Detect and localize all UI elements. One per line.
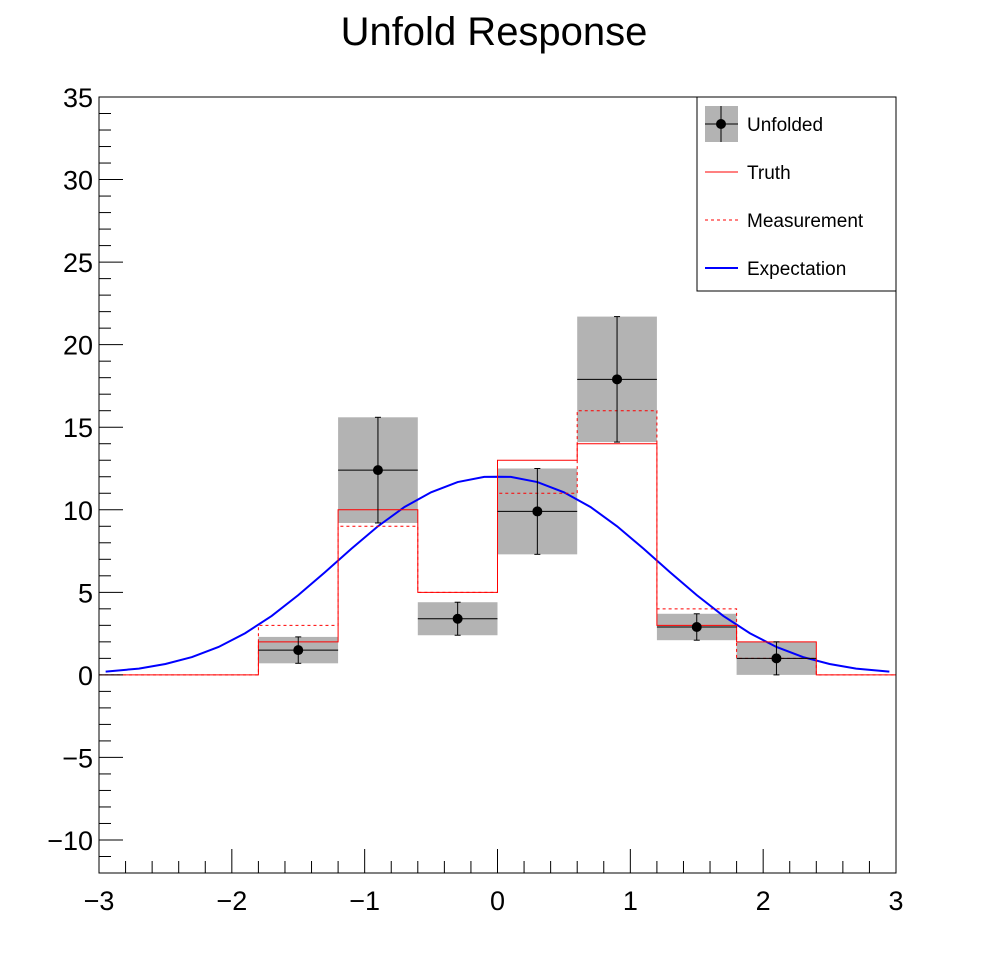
unfolded-point-6 (736, 641, 817, 676)
x-tick-label: −3 (84, 886, 115, 916)
truth-step (99, 443, 896, 676)
unfolded-point-4 (577, 316, 657, 443)
y-axis: −10 −5 0 5 10 15 20 25 30 35 (47, 83, 123, 874)
chart-title: Unfold Response (341, 10, 648, 54)
legend-item-measurement: Measurement (705, 211, 864, 232)
y-tick-label: 10 (63, 496, 93, 526)
x-tick-label: 3 (888, 886, 903, 916)
y-tick-label: 20 (63, 331, 93, 361)
y-tick-label: 30 (63, 166, 93, 196)
legend-label: Unfolded (747, 115, 823, 136)
legend-label: Expectation (747, 259, 846, 280)
unfolded-points (258, 316, 817, 676)
legend-item-unfolded: Unfolded (705, 106, 823, 142)
y-tick-label: 0 (78, 661, 93, 691)
plot-area (99, 316, 896, 676)
y-tick-label: −5 (62, 743, 93, 773)
x-tick-label: 0 (490, 886, 505, 916)
y-tick-label: −10 (47, 826, 93, 856)
legend-item-expectation: Expectation (705, 259, 846, 280)
legend-label: Truth (747, 163, 791, 184)
y-tick-label: 15 (63, 413, 93, 443)
unfolded-point-2 (417, 601, 498, 636)
y-tick-label: 25 (63, 248, 93, 278)
legend-label: Measurement (747, 211, 864, 232)
x-tick-label: 2 (756, 886, 771, 916)
x-tick-label: 1 (623, 886, 638, 916)
unfolded-point-3 (497, 467, 578, 555)
x-axis: −3 −2 −1 0 1 2 3 (84, 849, 904, 916)
unfolded-point-5 (656, 613, 737, 641)
unfolded-point-1 (338, 416, 418, 524)
step-histograms (99, 410, 896, 676)
y-tick-label: 5 (78, 578, 93, 608)
x-tick-label: −2 (216, 886, 247, 916)
unfolded-point-0 (258, 636, 339, 664)
y-tick-label: 35 (63, 83, 93, 113)
legend-item-truth: Truth (705, 163, 791, 184)
x-tick-label: −1 (349, 886, 380, 916)
legend: Unfolded Truth Measurement Expectation (696, 96, 897, 292)
